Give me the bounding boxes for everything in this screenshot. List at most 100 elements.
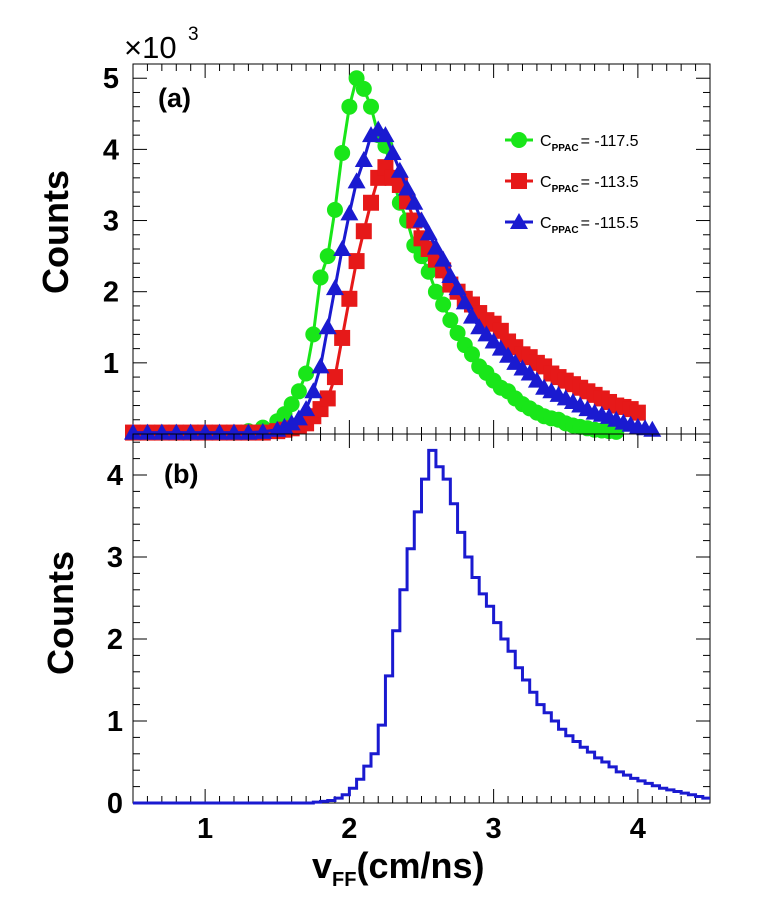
panel-a-y-axis-label: Counts xyxy=(35,170,76,294)
x-axis-label-rest: (cm/ns) xyxy=(356,845,484,886)
data-point-triangle xyxy=(426,238,445,255)
x-tick-label: 4 xyxy=(630,813,646,845)
data-point-triangle xyxy=(239,423,258,440)
panel-a-y-tick-label: 2 xyxy=(103,277,119,309)
data-point-circle xyxy=(312,269,329,286)
legend-entry: CPPAC = -115.5 xyxy=(505,213,639,236)
data-point-triangle xyxy=(181,423,200,440)
data-point-triangle xyxy=(412,211,431,228)
data-point-triangle xyxy=(304,382,323,399)
data-point-triangle xyxy=(297,400,316,417)
y-multiplier-base: ×10 xyxy=(124,30,177,65)
data-point-triangle xyxy=(390,161,409,178)
legend-label-sub: PPAC xyxy=(552,225,579,236)
data-point-triangle xyxy=(224,423,243,440)
data-point-triangle xyxy=(253,422,272,439)
series-triangle xyxy=(124,120,662,440)
data-point-triangle xyxy=(210,423,229,440)
x-tick-label: 3 xyxy=(486,813,502,845)
data-point-triangle xyxy=(643,420,662,437)
data-point-triangle xyxy=(325,279,344,296)
data-point-square xyxy=(326,369,343,386)
data-point-circle xyxy=(283,396,300,413)
histogram-step-line xyxy=(133,448,710,805)
data-point-square xyxy=(341,290,358,307)
panel-b-y-axis-label: Counts xyxy=(40,551,81,675)
x-axis-label: vFF(cm/ns) xyxy=(312,845,485,891)
panel-a-y-tick-label: 1 xyxy=(103,348,119,380)
data-point-circle xyxy=(442,312,459,329)
data-point-triangle xyxy=(340,204,359,221)
x-tick-label: 2 xyxy=(341,813,357,845)
data-point-square xyxy=(363,194,380,211)
panel-a-y-tick-labels: 1 2 3 4 5 xyxy=(103,63,119,380)
data-point-triangle xyxy=(311,357,330,374)
y-multiplier-exponent: 3 xyxy=(188,24,199,45)
data-point-square xyxy=(355,223,372,240)
data-point-triangle xyxy=(354,151,373,168)
data-point-square xyxy=(348,253,365,270)
data-point-triangle xyxy=(448,279,467,296)
legend-marker-square xyxy=(511,173,527,189)
panel-a-y-tick-label: 5 xyxy=(103,63,119,95)
data-point-triangle xyxy=(124,423,142,440)
data-point-triangle xyxy=(167,423,186,440)
legend-entry: CPPAC = -113.5 xyxy=(505,173,639,195)
data-point-triangle xyxy=(152,423,171,440)
panel-a-y-tick-label: 4 xyxy=(103,134,119,166)
x-axis-label-main: v xyxy=(312,845,332,886)
data-point-circle xyxy=(334,144,351,161)
panel-b-y-tick-label: 4 xyxy=(107,460,123,492)
data-point-circle xyxy=(305,326,322,343)
panel-b-y-tick-label: 1 xyxy=(107,706,123,738)
data-point-triangle xyxy=(138,423,157,440)
data-point-circle xyxy=(355,80,372,97)
legend-label-main: C xyxy=(540,215,552,232)
data-point-circle xyxy=(363,98,380,115)
data-point-circle xyxy=(341,98,358,115)
legend-label-value: = -115.5 xyxy=(581,215,639,232)
data-point-triangle xyxy=(383,143,402,160)
panel-b-series xyxy=(133,448,710,805)
data-point-triangle xyxy=(333,240,352,256)
data-point-circle xyxy=(298,365,315,382)
data-point-triangle xyxy=(318,318,337,335)
y-multiplier: ×10 3 xyxy=(124,24,199,65)
data-point-triangle xyxy=(347,172,366,189)
panel-b-ticks xyxy=(132,434,711,804)
data-point-circle xyxy=(435,296,452,313)
panel-b-y-tick-label: 2 xyxy=(107,624,123,656)
panel-b: 0 1 2 3 4 1 2 3 4 (b) Counts vFF(cm/ns) xyxy=(40,433,711,891)
legend-label: CPPAC = -117.5 xyxy=(540,133,639,154)
legend-marker-circle xyxy=(511,132,527,148)
data-point-circle xyxy=(420,263,437,280)
data-point-square xyxy=(319,390,336,407)
legend-label-value: = -113.5 xyxy=(581,174,639,191)
data-point-triangle xyxy=(462,307,481,324)
x-axis-label-sub: FF xyxy=(332,869,356,891)
data-point-square xyxy=(334,329,351,346)
legend-label-main: C xyxy=(540,174,552,191)
panel-a-y-tick-label: 3 xyxy=(103,206,119,238)
panel-b-y-tick-labels: 0 1 2 3 4 xyxy=(107,460,123,820)
data-point-circle xyxy=(290,383,307,400)
data-point-triangle xyxy=(441,267,460,284)
data-point-circle xyxy=(449,324,466,341)
data-point-triangle xyxy=(419,224,438,241)
data-point-square xyxy=(629,404,646,421)
legend-label: CPPAC = -115.5 xyxy=(540,215,639,236)
data-point-circle xyxy=(326,201,343,218)
panel-a-label: (a) xyxy=(158,83,191,113)
data-point-circle xyxy=(427,283,444,300)
data-point-triangle xyxy=(434,250,453,267)
panel-b-y-tick-label: 0 xyxy=(107,788,123,820)
legend-label-main: C xyxy=(540,133,552,150)
legend-entry: CPPAC = -117.5 xyxy=(505,132,639,154)
x-tick-label: 1 xyxy=(197,813,213,845)
data-point-circle xyxy=(463,346,480,363)
panel-b-y-tick-label: 3 xyxy=(107,542,123,574)
data-point-triangle xyxy=(289,409,308,426)
